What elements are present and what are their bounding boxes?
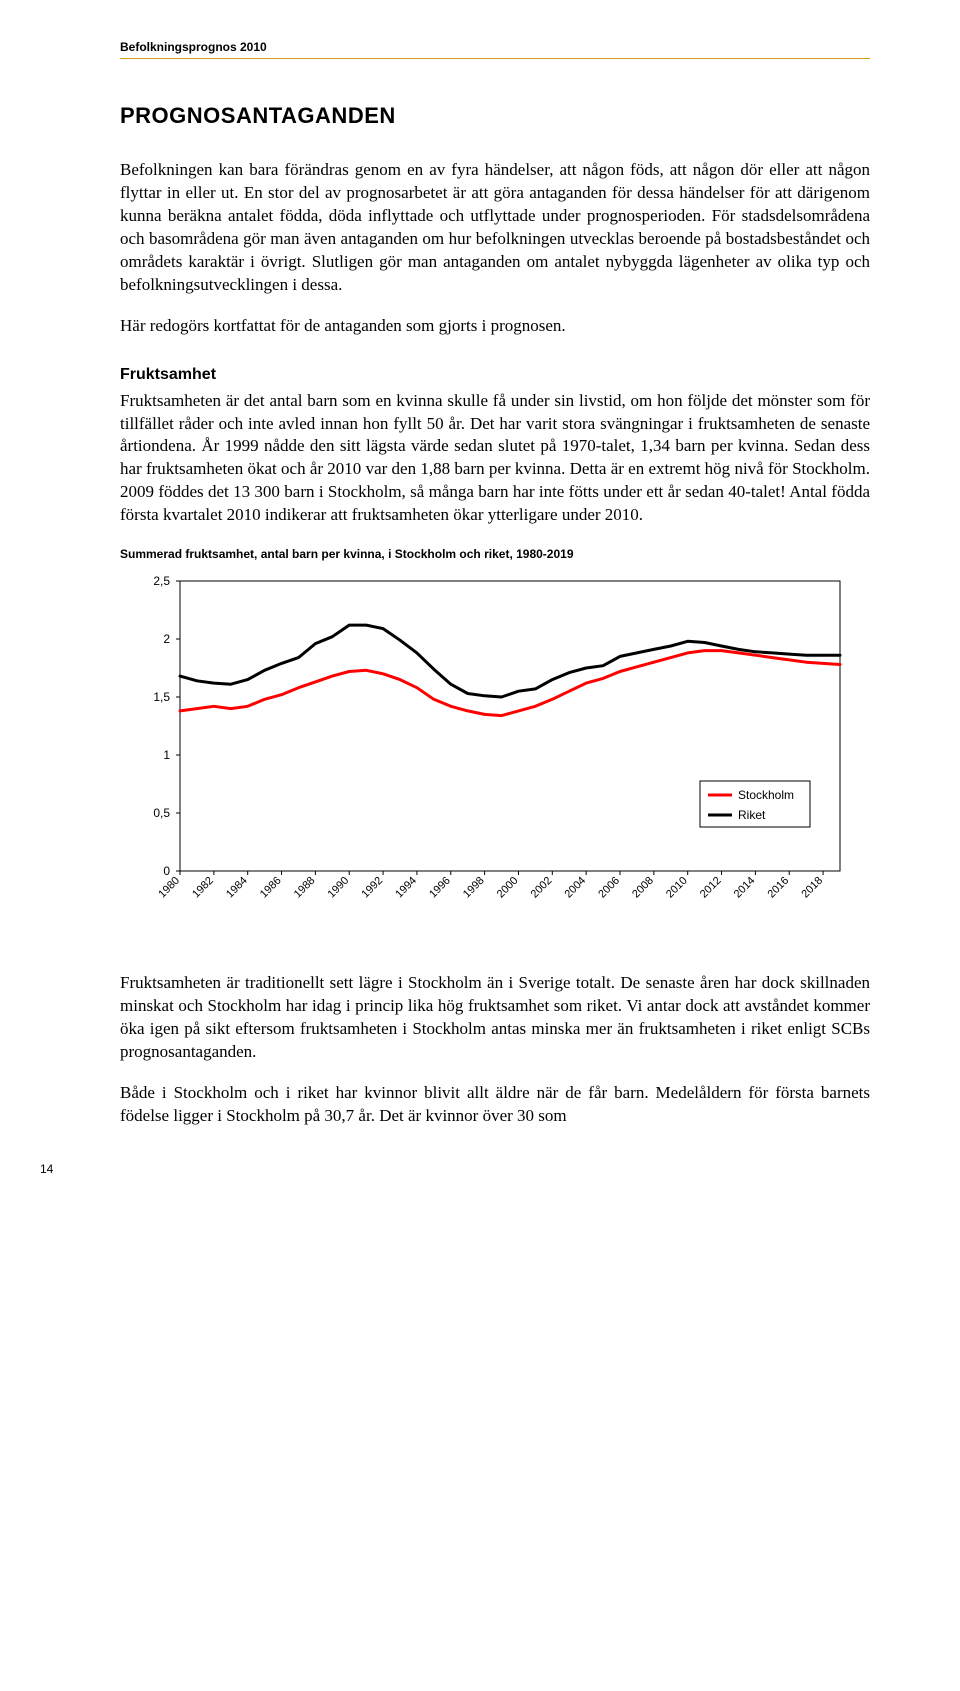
svg-text:1998: 1998 xyxy=(461,875,487,901)
document-page: Befolkningsprognos 2010 PROGNOSANTAGANDE… xyxy=(0,0,960,1206)
header-rule xyxy=(120,58,870,59)
svg-text:0: 0 xyxy=(163,864,170,878)
svg-text:1986: 1986 xyxy=(258,875,284,901)
svg-text:1982: 1982 xyxy=(190,875,216,901)
svg-text:Stockholm: Stockholm xyxy=(738,788,794,802)
svg-text:1996: 1996 xyxy=(427,875,453,901)
running-header: Befolkningsprognos 2010 xyxy=(120,40,870,54)
svg-text:1984: 1984 xyxy=(224,875,250,901)
page-number: 14 xyxy=(40,1162,53,1176)
svg-text:0,5: 0,5 xyxy=(153,806,170,820)
svg-text:2,5: 2,5 xyxy=(153,574,170,588)
svg-text:1994: 1994 xyxy=(393,875,419,901)
svg-text:2008: 2008 xyxy=(630,875,656,901)
svg-text:1988: 1988 xyxy=(292,875,318,901)
body-paragraph: Här redogörs kortfattat för de antagande… xyxy=(120,315,870,338)
body-paragraph: Fruktsamheten är det antal barn som en k… xyxy=(120,390,870,528)
svg-text:2000: 2000 xyxy=(495,875,521,901)
svg-text:Riket: Riket xyxy=(738,808,766,822)
chart-caption: Summerad fruktsamhet, antal barn per kvi… xyxy=(120,547,870,561)
svg-text:1992: 1992 xyxy=(359,875,385,901)
body-paragraph: Både i Stockholm och i riket har kvinnor… xyxy=(120,1082,870,1128)
chart-svg: 0 0,5 1 1,5 2 2,5 1980 1982 1984 1986 1988 1990 1992… xyxy=(120,571,860,931)
body-paragraph: Befolkningen kan bara förändras genom en… xyxy=(120,159,870,297)
svg-text:2014: 2014 xyxy=(732,875,758,901)
svg-text:2006: 2006 xyxy=(596,875,622,901)
svg-text:2016: 2016 xyxy=(766,875,792,901)
svg-text:1: 1 xyxy=(163,748,170,762)
svg-text:1,5: 1,5 xyxy=(153,690,170,704)
line-chart: 0 0,5 1 1,5 2 2,5 1980 1982 1984 1986 1988 1990 1992… xyxy=(120,571,860,936)
svg-text:2012: 2012 xyxy=(698,875,724,901)
svg-text:1990: 1990 xyxy=(326,875,352,901)
svg-text:1980: 1980 xyxy=(156,875,182,901)
svg-text:2010: 2010 xyxy=(664,875,690,901)
svg-text:2002: 2002 xyxy=(529,875,555,901)
body-paragraph: Fruktsamheten är traditionellt sett lägr… xyxy=(120,972,870,1064)
page-title: PROGNOSANTAGANDEN xyxy=(120,103,870,129)
svg-text:2004: 2004 xyxy=(562,875,588,901)
svg-text:2: 2 xyxy=(163,632,170,646)
subsection-title: Fruktsamhet xyxy=(120,366,870,384)
svg-text:2018: 2018 xyxy=(799,875,825,901)
